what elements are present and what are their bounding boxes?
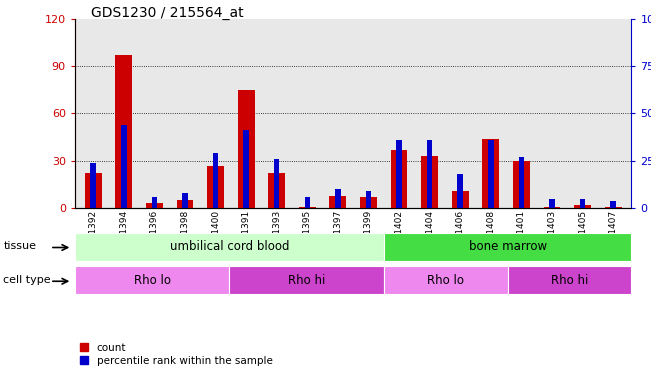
Bar <box>243 130 249 208</box>
Bar <box>176 200 193 208</box>
Legend: count, percentile rank within the sample: count, percentile rank within the sample <box>80 343 273 366</box>
Bar <box>268 173 285 208</box>
Bar <box>580 199 585 208</box>
Bar <box>366 191 371 208</box>
Text: umbilical cord blood: umbilical cord blood <box>170 240 289 253</box>
Bar <box>574 205 591 208</box>
Text: Rho lo: Rho lo <box>133 274 171 287</box>
Bar <box>549 199 555 208</box>
Bar <box>85 173 102 208</box>
Bar <box>207 165 224 208</box>
Text: Rho hi: Rho hi <box>288 274 326 287</box>
Bar <box>544 207 561 208</box>
Bar <box>488 140 493 208</box>
Text: Rho hi: Rho hi <box>551 274 589 287</box>
Bar <box>427 140 432 208</box>
Text: tissue: tissue <box>3 242 36 251</box>
Text: Rho lo: Rho lo <box>428 274 464 287</box>
Bar <box>238 90 255 208</box>
Bar <box>274 159 279 208</box>
Bar <box>482 139 499 208</box>
Bar <box>121 125 126 208</box>
Bar <box>396 140 402 208</box>
Bar <box>230 266 384 294</box>
Bar <box>152 197 157 208</box>
Bar <box>421 156 438 208</box>
Text: GDS1230 / 215564_at: GDS1230 / 215564_at <box>91 6 243 20</box>
Bar <box>513 161 530 208</box>
Bar <box>146 203 163 208</box>
Bar <box>458 174 463 208</box>
Text: bone marrow: bone marrow <box>469 240 547 253</box>
Bar <box>360 197 377 208</box>
Bar <box>605 207 622 208</box>
Bar <box>115 55 132 208</box>
Bar <box>75 266 230 294</box>
Bar <box>452 191 469 208</box>
Bar <box>384 266 508 294</box>
Bar <box>329 195 346 208</box>
Bar <box>299 207 316 208</box>
Bar <box>508 266 631 294</box>
Bar <box>391 150 408 208</box>
Bar <box>611 201 616 208</box>
Bar <box>75 232 384 261</box>
Bar <box>384 232 631 261</box>
Bar <box>213 153 218 208</box>
Bar <box>182 193 187 208</box>
Bar <box>305 197 310 208</box>
Bar <box>519 157 524 208</box>
Bar <box>90 163 96 208</box>
Text: cell type: cell type <box>3 275 51 285</box>
Bar <box>335 189 340 208</box>
